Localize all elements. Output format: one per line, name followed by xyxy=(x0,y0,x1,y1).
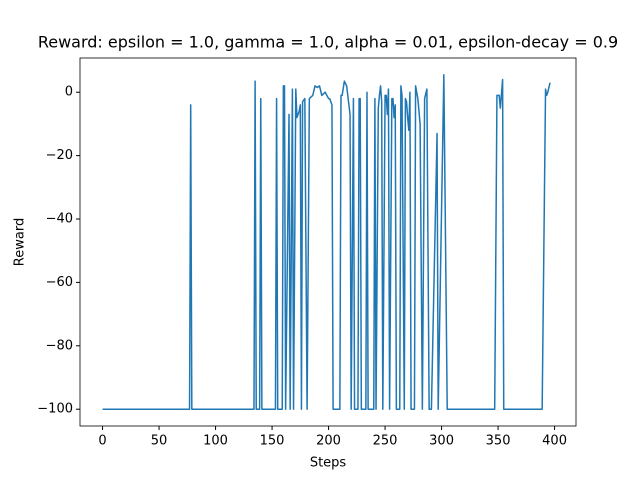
x-tick-label: 400 xyxy=(542,434,567,449)
x-tick-label: 150 xyxy=(260,434,285,449)
y-tick-label: −100 xyxy=(37,402,73,417)
x-tick-label: 300 xyxy=(429,434,454,449)
y-tick-label: −20 xyxy=(46,148,73,163)
y-tick-label: 0 xyxy=(65,85,73,100)
x-tick-label: 0 xyxy=(98,434,106,449)
x-tick-label: 250 xyxy=(373,434,398,449)
x-tick-label: 50 xyxy=(151,434,168,449)
x-tick-label: 350 xyxy=(486,434,511,449)
data-line xyxy=(102,74,551,410)
y-tick-label: −80 xyxy=(46,338,73,353)
y-tick-label: −60 xyxy=(46,275,73,290)
plot-frame xyxy=(79,57,577,427)
y-tick-label: −40 xyxy=(46,212,73,227)
x-tick-label: 200 xyxy=(316,434,341,449)
y-axis-label: Reward xyxy=(13,218,28,266)
x-tick-label: 100 xyxy=(203,434,228,449)
x-axis-label: Steps xyxy=(310,456,347,471)
chart-title: Reward: epsilon = 1.0, gamma = 1.0, alph… xyxy=(38,33,618,52)
